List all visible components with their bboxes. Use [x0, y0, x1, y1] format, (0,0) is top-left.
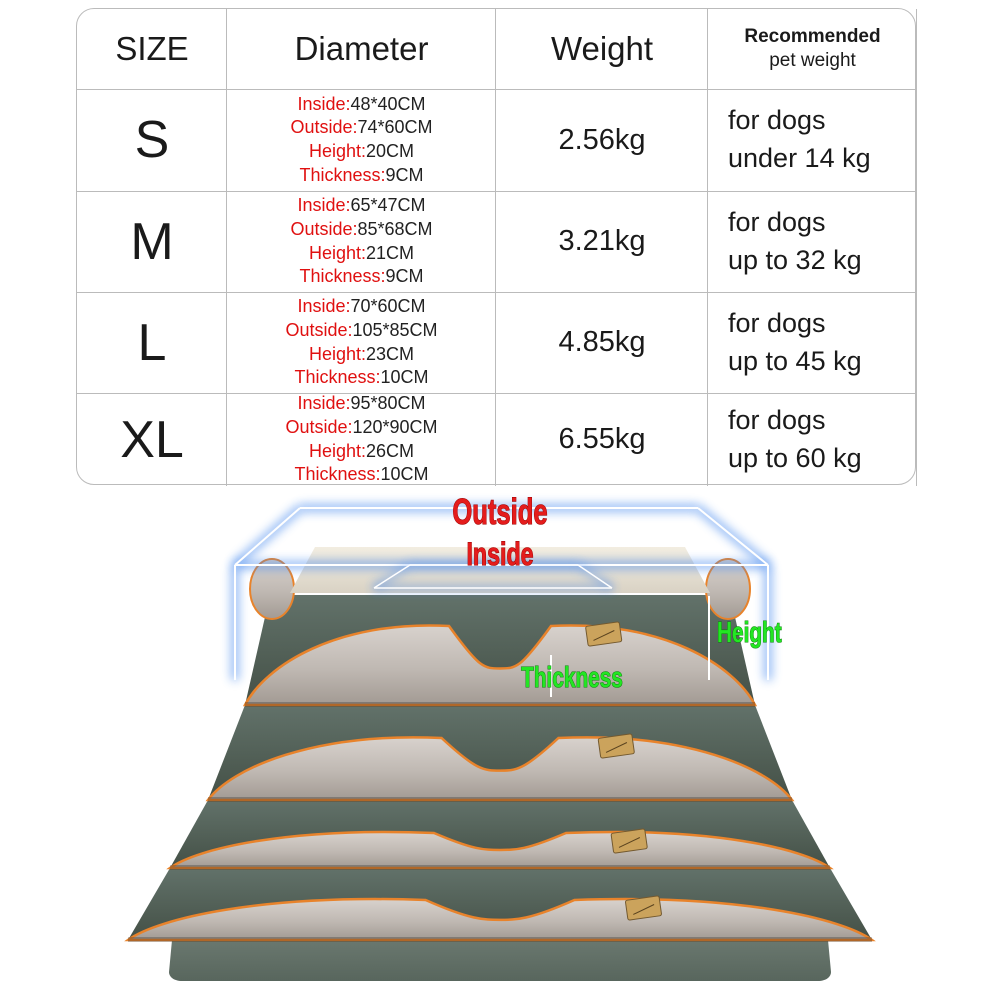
- svg-text:Inside: Inside: [466, 535, 533, 572]
- svg-text:Thickness: Thickness: [521, 662, 623, 694]
- svg-text:Outside: Outside: [452, 492, 547, 532]
- svg-text:Height: Height: [717, 617, 782, 649]
